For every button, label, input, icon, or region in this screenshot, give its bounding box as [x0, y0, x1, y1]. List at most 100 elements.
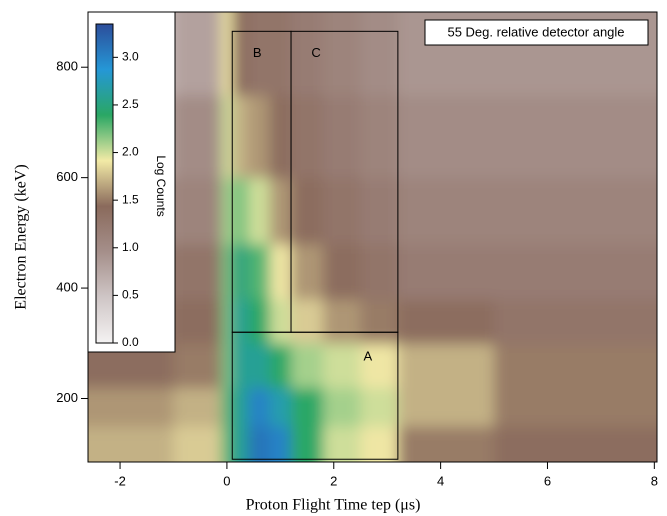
y-tick-label: 600: [56, 169, 78, 184]
heat-cell: [269, 94, 292, 179]
colorbar-label: Log Counts: [154, 155, 168, 216]
heatmap-cells: [88, 12, 657, 462]
heat-cell: [221, 94, 233, 179]
heat-cell: [360, 343, 399, 388]
heat-cell: [323, 94, 361, 179]
y-tick-label: 200: [56, 390, 78, 405]
colorbar-tick-label: 0.0: [122, 335, 139, 349]
heat-cell: [232, 94, 249, 179]
heat-cell: [397, 177, 495, 245]
heat-cell: [397, 94, 495, 179]
heat-cell: [269, 299, 292, 344]
heat-cell: [173, 94, 223, 179]
heat-cell: [291, 243, 324, 300]
heat-cell: [494, 343, 657, 388]
heat-cell: [323, 299, 361, 344]
heat-cell: [248, 426, 271, 462]
region-label: A: [364, 349, 373, 364]
heat-cell: [248, 94, 271, 179]
heat-cell: [173, 177, 223, 245]
colorbar-tick-label: 3.0: [122, 50, 139, 64]
heat-cell: [248, 343, 271, 388]
heat-cell: [221, 243, 233, 300]
heat-cell: [221, 387, 233, 427]
heat-cell: [88, 387, 174, 427]
heat-cell: [360, 299, 399, 344]
heat-cell: [360, 426, 399, 462]
heat-cell: [221, 299, 233, 344]
heat-cell: [360, 94, 399, 179]
heat-cell: [360, 243, 399, 300]
heat-cell: [269, 177, 292, 245]
heat-cell: [323, 387, 361, 427]
heat-cell: [232, 243, 249, 300]
heat-cell: [173, 426, 223, 462]
heat-cell: [291, 343, 324, 388]
heat-cell: [248, 387, 271, 427]
colorbar-tick-label: 1.5: [122, 192, 139, 206]
heat-cell: [291, 94, 324, 179]
heat-cell: [232, 426, 249, 462]
heat-cell: [173, 387, 223, 427]
x-tick-label: 0: [223, 473, 230, 488]
heat-cell: [291, 426, 324, 462]
heat-cell: [397, 387, 495, 427]
heat-cell: [232, 12, 249, 96]
heat-cell: [248, 12, 271, 96]
x-tick-label: 4: [437, 473, 444, 488]
heat-cell: [397, 12, 495, 96]
heat-cell: [291, 387, 324, 427]
heat-cell: [397, 343, 495, 388]
heat-cell: [173, 12, 223, 96]
heat-cell: [360, 387, 399, 427]
heat-cell: [360, 12, 399, 96]
heat-cell: [221, 12, 233, 96]
y-tick-label: 800: [56, 59, 78, 74]
heat-cell: [494, 387, 657, 427]
heat-cell: [269, 426, 292, 462]
heat-cell: [291, 299, 324, 344]
heat-cell: [494, 426, 657, 462]
heat-cell: [269, 387, 292, 427]
colorbar: [95, 23, 114, 344]
heat-cell: [397, 426, 495, 462]
heat-cell: [323, 426, 361, 462]
heat-cell: [232, 343, 249, 388]
heat-cell: [323, 12, 361, 96]
colorbar-tick-label: 0.5: [122, 288, 139, 302]
x-axis-label: Proton Flight Time tep (μs): [246, 497, 421, 514]
heat-cell: [494, 177, 657, 245]
heat-cell: [248, 243, 271, 300]
heat-cell: [221, 177, 233, 245]
heat-cell: [323, 343, 361, 388]
heat-cell: [232, 299, 249, 344]
heat-cell: [221, 426, 233, 462]
heat-cell: [88, 426, 174, 462]
heat-cell: [291, 177, 324, 245]
region-label: C: [311, 45, 320, 60]
x-tick-label: 6: [544, 473, 551, 488]
annotation: 55 Deg. relative detector angle: [447, 24, 624, 39]
heat-cell: [232, 177, 249, 245]
heat-cell: [360, 177, 399, 245]
heat-cell: [173, 343, 223, 388]
x-tick-label: -2: [114, 473, 126, 488]
heat-cell: [269, 12, 292, 96]
annotation-box: [424, 19, 649, 46]
heatmap: [88, 12, 657, 462]
heat-cell: [173, 299, 223, 344]
colorbar-tick-label: 1.0: [122, 240, 139, 254]
heat-cell: [494, 12, 657, 96]
heat-cell: [269, 243, 292, 300]
heat-cell: [173, 243, 223, 300]
heat-cell: [221, 343, 233, 388]
heat-cell: [494, 94, 657, 179]
heat-cell: [323, 243, 361, 300]
y-tick-label: 400: [56, 280, 78, 295]
heat-cell: [269, 343, 292, 388]
colorbar-tick-label: 2.0: [122, 145, 139, 159]
heat-cell: [397, 299, 495, 344]
heat-cell: [397, 243, 495, 300]
heat-cell: [232, 387, 249, 427]
